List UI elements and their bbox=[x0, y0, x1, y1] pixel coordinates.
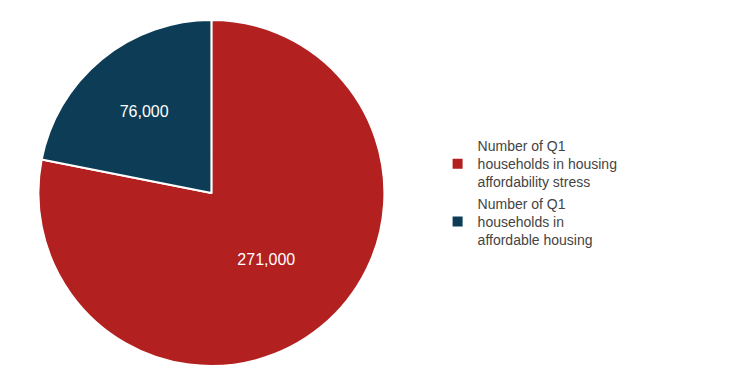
svg-text:271,000: 271,000 bbox=[237, 251, 295, 268]
svg-text:Number of Q1households in hous: Number of Q1households in housingafforda… bbox=[478, 138, 617, 190]
svg-text:76,000: 76,000 bbox=[120, 103, 169, 120]
svg-text:Number of Q1households inaffor: Number of Q1households inaffordable hous… bbox=[478, 196, 593, 248]
